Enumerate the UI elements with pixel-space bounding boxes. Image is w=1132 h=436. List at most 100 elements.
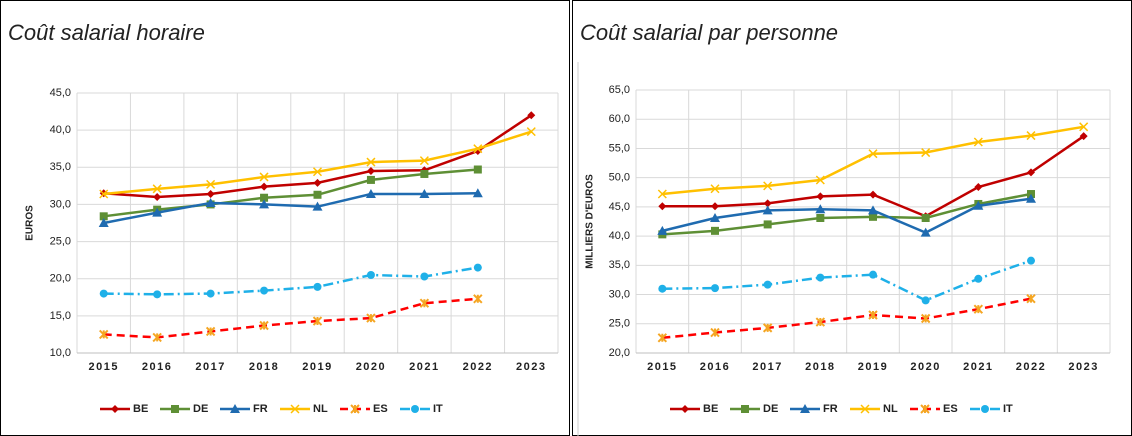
legend-label: ES — [943, 403, 958, 415]
y-tick-label: 55,0 — [609, 142, 630, 154]
marker — [99, 212, 108, 221]
marker — [411, 405, 419, 413]
marker — [921, 148, 931, 158]
y-tick-label: 45,0 — [609, 201, 630, 213]
marker — [868, 205, 878, 215]
x-tick-label: 2017 — [195, 361, 225, 373]
marker — [658, 202, 667, 211]
marker — [763, 199, 772, 208]
marker — [350, 404, 360, 414]
series-line — [662, 197, 1032, 234]
marker — [419, 189, 430, 199]
marker — [259, 199, 270, 209]
legend-label: NL — [313, 403, 328, 415]
y-tick-label: 30,0 — [609, 288, 630, 300]
marker — [111, 405, 119, 413]
marker — [973, 200, 984, 210]
marker — [974, 274, 983, 283]
legend-label: BE — [703, 403, 718, 415]
marker — [711, 202, 719, 211]
y-tick-label: 30,0 — [50, 198, 71, 210]
marker — [473, 294, 483, 304]
marker — [869, 212, 877, 221]
chart: Coût salarial horaire EUROS 10,0 15,0 20,0 25… — [8, 20, 559, 415]
marker — [290, 404, 300, 414]
y-tick-label: 25,0 — [609, 318, 630, 330]
y-tick-label: 35,0 — [50, 161, 71, 173]
marker — [763, 181, 773, 191]
x-tick-label: 2015 — [88, 361, 118, 373]
y-tick-label: 50,0 — [609, 172, 630, 184]
marker — [260, 286, 269, 295]
marker — [152, 332, 162, 343]
series-line — [103, 266, 479, 296]
marker — [99, 289, 108, 298]
x-tick-label: 2023 — [516, 361, 546, 373]
legend-label: DE — [763, 403, 778, 415]
marker — [710, 212, 720, 222]
x-tick-label: 2016 — [142, 361, 172, 373]
x-tick-label: 2021 — [963, 361, 993, 373]
marker — [762, 323, 773, 333]
marker — [366, 271, 375, 279]
marker — [420, 169, 429, 178]
marker — [313, 282, 322, 291]
legend-label: FR — [823, 403, 838, 415]
marker — [312, 201, 323, 211]
series-line — [103, 297, 478, 339]
y-axis-label: MILLIERS D'EUROS — [585, 174, 596, 269]
marker — [869, 190, 877, 199]
marker — [921, 296, 930, 305]
legend-label: IT — [433, 403, 443, 415]
marker — [259, 320, 269, 331]
marker — [472, 188, 483, 198]
series-line — [662, 125, 1084, 196]
marker — [762, 205, 773, 215]
marker — [260, 193, 269, 202]
marker — [312, 167, 323, 177]
marker — [711, 226, 719, 235]
marker — [206, 190, 215, 199]
series-line — [662, 192, 1032, 236]
x-tick-label: 2020 — [910, 361, 940, 373]
marker — [259, 172, 269, 182]
marker — [921, 213, 930, 222]
x-tick-label: 2016 — [700, 361, 730, 373]
marker — [312, 316, 323, 326]
legend-label: IT — [1003, 403, 1013, 415]
marker — [657, 333, 668, 343]
marker — [657, 225, 668, 235]
marker — [920, 227, 931, 237]
marker — [815, 175, 825, 185]
marker — [710, 327, 720, 338]
legend-label: BE — [133, 403, 148, 415]
marker — [920, 404, 930, 414]
marker — [920, 313, 931, 324]
marker — [473, 165, 482, 174]
x-tick-label: 2018 — [805, 361, 835, 373]
marker — [860, 404, 870, 414]
marker — [868, 310, 878, 320]
marker — [205, 326, 216, 337]
marker — [1027, 256, 1035, 265]
series-line — [662, 297, 1032, 340]
marker — [98, 218, 109, 227]
x-tick-label: 2022 — [463, 361, 493, 373]
marker — [974, 183, 983, 192]
marker — [230, 404, 240, 413]
y-tick-label: 25,0 — [50, 235, 71, 247]
marker — [366, 175, 375, 184]
y-tick-label: 20,0 — [50, 273, 71, 285]
y-tick-label: 10,0 — [50, 347, 71, 359]
marker — [313, 190, 322, 199]
legend-label: NL — [883, 403, 898, 415]
marker — [1027, 168, 1035, 177]
y-tick-label: 35,0 — [609, 259, 630, 271]
y-tick-label: 40,0 — [609, 230, 630, 242]
x-tick-label: 2020 — [356, 361, 386, 373]
marker — [313, 178, 322, 187]
marker — [206, 179, 216, 189]
legend-label: DE — [193, 403, 208, 415]
y-axis-label: EUROS — [25, 205, 36, 241]
chart-title: Coût salarial par personne — [580, 20, 838, 45]
